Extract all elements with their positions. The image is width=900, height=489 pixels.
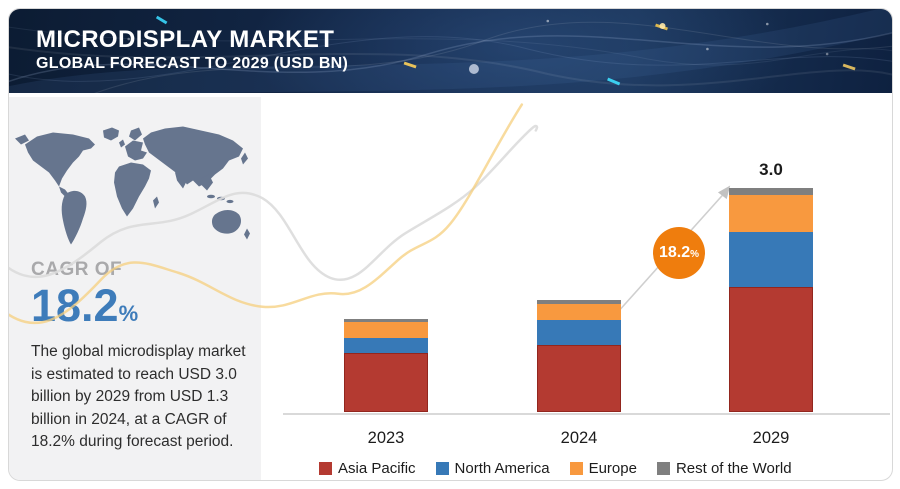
legend-item-europe: Europe <box>569 460 637 477</box>
bar-segment-2029-rest-of-the-world <box>729 188 813 195</box>
bar-segment-2029-europe <box>729 195 813 232</box>
legend-swatch <box>569 462 583 475</box>
bar-segment-2024-rest-of-the-world <box>537 300 621 304</box>
legend-swatch <box>435 462 449 475</box>
legend-swatch <box>319 462 332 475</box>
legend-label: Europe <box>588 460 637 477</box>
legend-label: Asia Pacific <box>338 460 416 477</box>
bars-container: 3.0 <box>261 93 892 480</box>
chart-legend: Asia Pacific North America Europe Rest of t… <box>319 460 892 477</box>
left-panel: CAGR OF 18.2% The global microdisplay ma… <box>9 97 261 480</box>
bar-segment-2023-asia-pacific <box>344 353 428 412</box>
infographic-card: MICRODISPLAY MARKET GLOBAL FORECAST TO 2… <box>8 8 893 481</box>
x-axis-label-2029: 2029 <box>752 429 790 447</box>
x-axis-line <box>283 413 890 415</box>
bar-segment-2023-north-america <box>344 338 428 353</box>
legend-item-north-america: North America <box>435 460 550 477</box>
bar-2024 <box>537 300 621 412</box>
bar-segment-2029-asia-pacific <box>729 287 813 412</box>
bar-segment-2024-north-america <box>537 320 621 345</box>
bar-2029 <box>729 188 813 412</box>
bar-value-label-2029: 3.0 <box>759 160 783 179</box>
x-axis-label-2024: 2024 <box>560 429 598 447</box>
cagr-label: CAGR OF <box>31 259 123 280</box>
world-map-icon <box>15 126 250 245</box>
bar-segment-2023-europe <box>344 322 428 338</box>
legend-label: Rest of the World <box>675 460 792 477</box>
legend-item-rest-of-the-world: Rest of the World <box>656 460 792 477</box>
chart-area: 3.0 18.2% 2023 2024 2029 Asia Pacific North… <box>261 93 892 480</box>
legend-swatch <box>656 462 670 475</box>
legend-label: North America <box>454 460 550 477</box>
market-summary-text: The global microdisplay market is estima… <box>31 343 246 450</box>
bar-segment-2029-north-america <box>729 232 813 287</box>
cagr-badge: 18.2% <box>653 227 705 279</box>
header-network-decoration <box>9 9 892 93</box>
cagr-value: 18.2% <box>31 280 139 331</box>
page-title: MICRODISPLAY MARKET <box>36 26 335 53</box>
bar-2023 <box>344 319 428 412</box>
x-axis-label-2023: 2023 <box>367 429 405 447</box>
bar-segment-2024-europe <box>537 304 621 320</box>
bar-segment-2024-asia-pacific <box>537 345 621 412</box>
cagr-percent-sign: % <box>118 301 139 326</box>
page-subtitle: GLOBAL FORECAST TO 2029 (USD BN) <box>36 55 349 73</box>
x-axis-labels: 2023 2024 2029 <box>261 429 892 451</box>
header: MICRODISPLAY MARKET GLOBAL FORECAST TO 2… <box>9 9 892 93</box>
legend-item-asia-pacific: Asia Pacific <box>319 460 416 477</box>
